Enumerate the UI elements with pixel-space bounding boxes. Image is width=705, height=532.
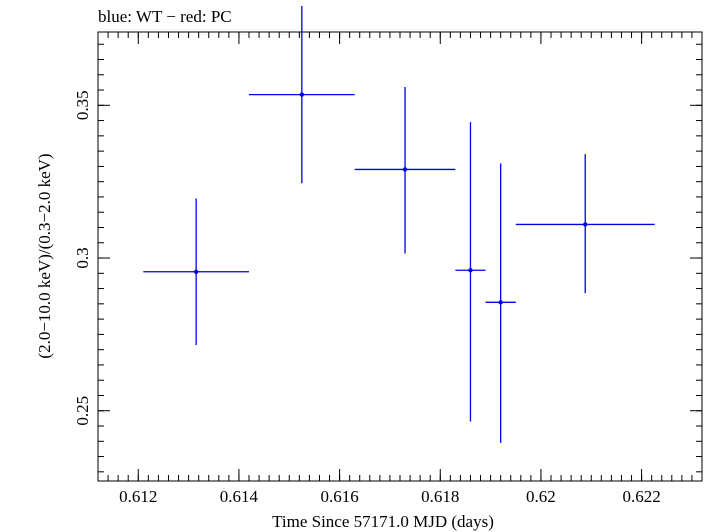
x-tick-label: 0.618 bbox=[421, 487, 459, 506]
x-tick-label: 0.614 bbox=[220, 487, 259, 506]
x-tick-label: 0.616 bbox=[320, 487, 358, 506]
data-point bbox=[402, 167, 408, 172]
data-point bbox=[193, 269, 199, 274]
y-axis: 0.25 0.3 0.35 bbox=[73, 90, 702, 426]
y-tick-label: 0.25 bbox=[73, 396, 92, 426]
data-point bbox=[498, 300, 503, 305]
plot-frame bbox=[97, 31, 703, 482]
x-tick-label: 0.612 bbox=[119, 487, 157, 506]
y-axis-minor-ticks bbox=[98, 43, 702, 473]
chart-title: blue: WT − red: PC bbox=[98, 7, 232, 26]
x-tick-label: 0.622 bbox=[622, 487, 660, 506]
y-tick-label: 0.3 bbox=[73, 247, 92, 268]
x-tick-label: 0.62 bbox=[526, 487, 556, 506]
y-tick-label: 0.35 bbox=[73, 90, 92, 120]
data-series bbox=[143, 6, 655, 443]
data-point bbox=[299, 92, 305, 97]
x-axis-label: Time Since 57171.0 MJD (days) bbox=[272, 512, 494, 531]
data-point bbox=[468, 268, 473, 273]
y-axis-label: (2.0−10.0 keV)/(0.3−2.0 keV) bbox=[35, 153, 54, 358]
x-axis-minor-ticks bbox=[97, 32, 703, 481]
x-axis: 0.612 0.614 0.616 0.618 0.62 0.622 bbox=[119, 32, 661, 506]
data-point bbox=[583, 222, 588, 227]
